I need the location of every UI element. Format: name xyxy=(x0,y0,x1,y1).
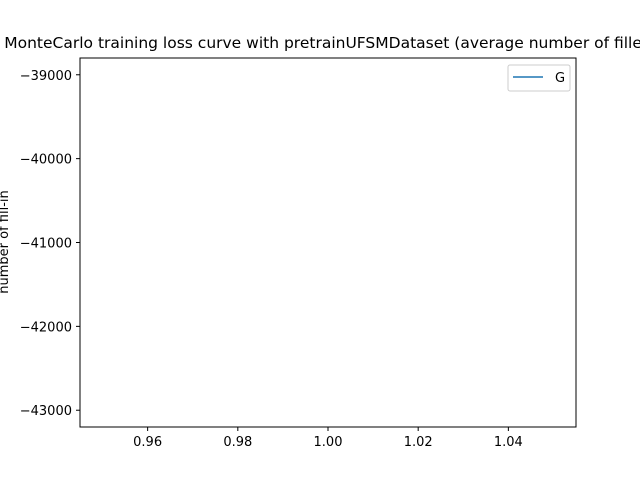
y-axis-label: number of fill-in xyxy=(0,190,12,294)
x-tick-label: 1.02 xyxy=(404,435,433,450)
y-tick-label: −40000 xyxy=(20,153,72,168)
x-tick-label: 0.98 xyxy=(223,435,252,450)
chart-title: MonteCarlo training loss curve with pret… xyxy=(4,34,640,52)
legend: G xyxy=(507,64,571,92)
legend-label: G xyxy=(555,71,565,86)
y-tick-label: −43000 xyxy=(20,404,72,419)
x-tick-label: 1.04 xyxy=(494,435,523,450)
legend-box xyxy=(507,64,571,92)
x-tick-label: 1.00 xyxy=(314,435,343,450)
y-tick-label: −39000 xyxy=(20,69,72,84)
y-tick-label: −41000 xyxy=(20,237,72,252)
axes-frame xyxy=(79,57,577,428)
x-tick-label: 0.96 xyxy=(133,435,162,450)
y-tick-label: −42000 xyxy=(20,320,72,335)
